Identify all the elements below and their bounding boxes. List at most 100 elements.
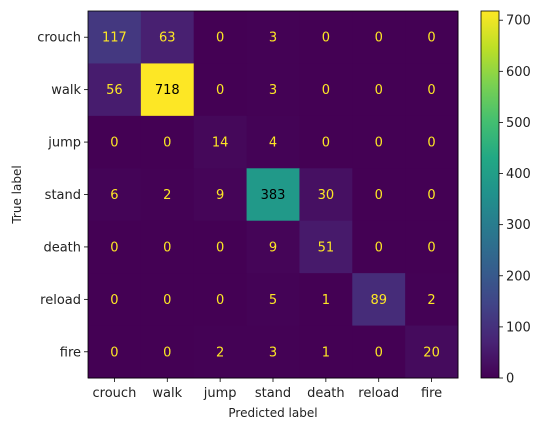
y-tick-label: crouch — [37, 31, 81, 46]
heatmap-cell — [140, 325, 195, 379]
heatmap-cell — [140, 11, 195, 64]
y-tick-label: stand — [45, 188, 81, 203]
cell-value-label: 0 — [163, 240, 171, 255]
heatmap-cell — [299, 220, 353, 274]
heatmap-cell — [246, 273, 300, 327]
y-tick-label: fire — [60, 345, 81, 360]
cell-value-label: 2 — [163, 188, 171, 203]
heatmap-cell — [299, 11, 353, 64]
colorbar-ticks: 0 100 200 300 400 500 600 700 — [499, 14, 531, 387]
cell-value-label: 0 — [427, 83, 435, 98]
heatmap-cell — [299, 168, 353, 222]
heatmap-cell — [88, 220, 142, 274]
heatmap-cells — [88, 11, 459, 379]
heatmap-cell — [246, 168, 300, 222]
cell-value-label: 0 — [216, 83, 224, 98]
heatmap-cell — [193, 220, 248, 274]
y-tick-label: jump — [47, 136, 81, 151]
heatmap-cell — [299, 325, 353, 379]
x-tick-label: death — [307, 386, 345, 401]
heatmap-cell — [140, 63, 195, 117]
heatmap-cell — [88, 168, 142, 222]
colorbar-tick-label: 700 — [506, 14, 531, 29]
heatmap-cell — [299, 273, 353, 327]
cell-value-label: 0 — [375, 83, 383, 98]
heatmap-cell — [193, 115, 248, 169]
cell-value-label: 0 — [110, 345, 118, 360]
x-tick-label: walk — [152, 386, 182, 401]
heatmap-cell — [140, 220, 195, 274]
cell-value-label: 3 — [269, 345, 277, 360]
heatmap-cell — [140, 115, 195, 169]
heatmap-cell — [193, 11, 248, 64]
heatmap-cell — [405, 168, 459, 222]
y-tick-label: death — [43, 240, 81, 255]
y-axis-label: True label — [10, 165, 24, 224]
heatmap-cell — [299, 115, 353, 169]
cell-value-label: 0 — [216, 240, 224, 255]
heatmap-cell — [246, 115, 300, 169]
heatmap-cell — [352, 273, 406, 327]
cell-value-label: 0 — [427, 188, 435, 203]
cell-value-label: 0 — [216, 31, 224, 46]
cell-value-label: 0 — [375, 240, 383, 255]
y-tick-label: reload — [40, 293, 81, 308]
heatmap-cell — [88, 63, 142, 117]
cell-value-label: 0 — [322, 31, 330, 46]
cell-value-label: 383 — [261, 188, 286, 203]
colorbar-tick-label: 600 — [506, 65, 531, 80]
cell-value-label: 63 — [159, 31, 176, 46]
cell-value-label: 0 — [110, 240, 118, 255]
heatmap-cell — [88, 115, 142, 169]
cell-value-label: 0 — [375, 188, 383, 203]
heatmap-cell — [352, 220, 406, 274]
colorbar-tick-label: 200 — [506, 269, 531, 284]
cell-value-label: 3 — [269, 83, 277, 98]
cell-value-label: 0 — [163, 293, 171, 308]
x-axis-ticks: crouch walk jump stand death reload fire — [93, 378, 442, 401]
cell-value-label: 3 — [269, 31, 277, 46]
cell-value-label: 9 — [216, 188, 224, 203]
colorbar-tick-label: 400 — [506, 167, 531, 182]
heatmap-cell — [405, 63, 459, 117]
cell-value-label: 5 — [269, 293, 277, 308]
x-tick-label: crouch — [93, 386, 137, 401]
cell-value-label: 2 — [216, 345, 224, 360]
colorbar-tick-label: 500 — [506, 116, 531, 131]
x-tick-label: reload — [358, 386, 399, 401]
x-tick-label: fire — [421, 386, 442, 401]
cell-value-label: 6 — [110, 188, 118, 203]
cell-value-label: 0 — [110, 293, 118, 308]
cell-value-label: 20 — [423, 345, 440, 360]
cell-value-label: 1 — [322, 293, 330, 308]
y-axis-ticks: crouch walk jump stand death reload fire — [37, 31, 88, 360]
heatmap-cell — [352, 325, 406, 379]
heatmap-cell — [299, 63, 353, 117]
heatmap-cell — [352, 168, 406, 222]
cell-value-label: 0 — [322, 136, 330, 151]
cell-value-label: 0 — [427, 31, 435, 46]
heatmap-cell — [246, 11, 300, 64]
cell-value-label: 9 — [269, 240, 277, 255]
cell-value-label: 0 — [375, 136, 383, 151]
heatmap-cell — [88, 273, 142, 327]
heatmap-cell — [405, 273, 459, 327]
cell-value-label: 0 — [427, 136, 435, 151]
heatmap-cell — [193, 325, 248, 379]
heatmap-cell — [88, 325, 142, 379]
cell-value-label: 56 — [106, 83, 123, 98]
cell-value-label: 0 — [375, 31, 383, 46]
colorbar — [480, 10, 500, 379]
cell-value-label: 4 — [269, 136, 277, 151]
heatmap-cell — [405, 115, 459, 169]
heatmap-cell — [405, 11, 459, 64]
heatmap-cell — [405, 325, 459, 379]
cell-value-label: 0 — [216, 293, 224, 308]
heatmap-cell — [246, 325, 300, 379]
heatmap-cell — [88, 11, 142, 64]
cell-value-label: 0 — [163, 136, 171, 151]
colorbar-tick-label: 100 — [506, 320, 531, 335]
x-axis-label: Predicted label — [228, 406, 317, 420]
cell-value-label: 51 — [318, 240, 335, 255]
